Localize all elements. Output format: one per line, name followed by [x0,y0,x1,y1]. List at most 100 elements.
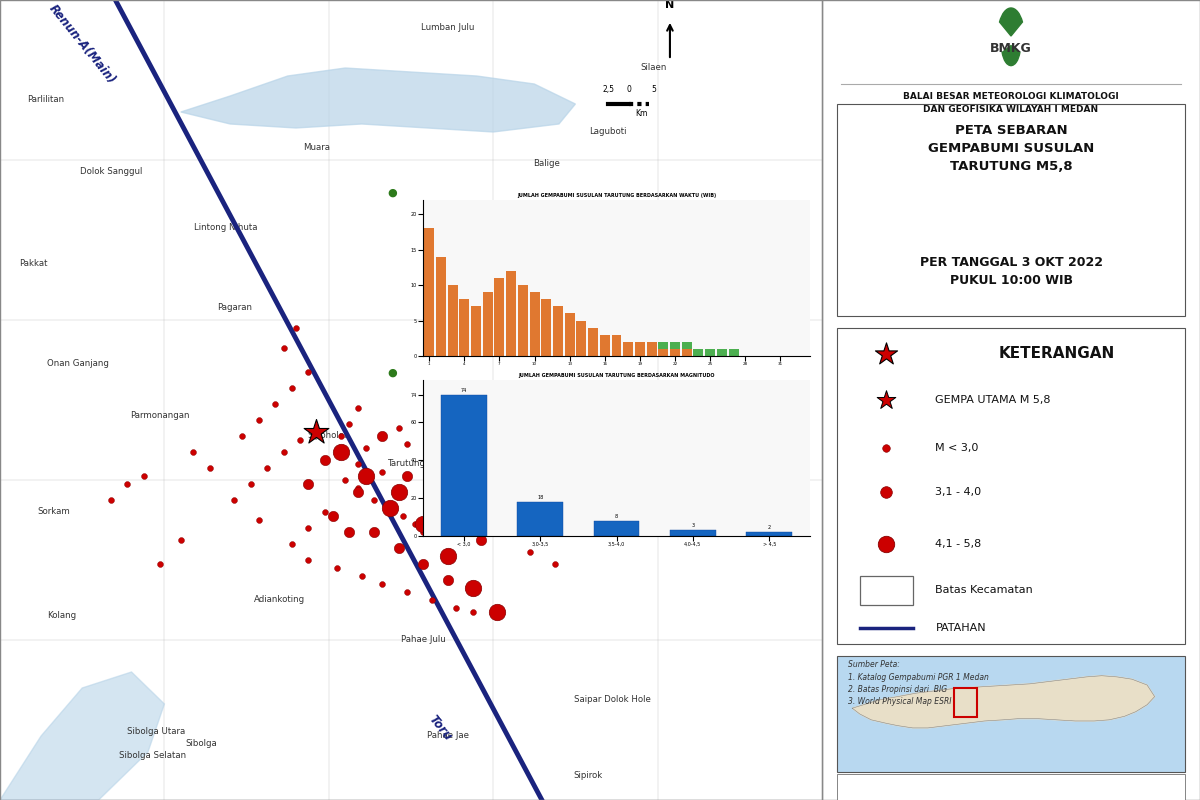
Text: Sibolga Selatan: Sibolga Selatan [119,751,186,761]
Text: Lintong Nihuta: Lintong Nihuta [194,223,258,233]
Text: Pangaribuan: Pangaribuan [565,483,619,493]
Text: Adiankoting: Adiankoting [254,595,305,605]
Text: Muara: Muara [302,143,330,153]
Bar [436,257,446,356]
Bar [682,342,691,349]
Title: JUMLAH GEMPABUMI SUSULAN TARUTUNG BERDASARKAN WAKTU (WIB): JUMLAH GEMPABUMI SUSULAN TARUTUNG BERDAS… [517,194,716,198]
Bar [682,349,691,356]
Bar [659,342,668,349]
Bar [659,349,668,356]
Point [389,486,408,498]
Point [352,570,371,582]
Point [340,418,359,430]
Point [512,510,532,522]
Point [446,602,466,614]
Text: N: N [665,0,674,10]
Point [233,430,252,442]
Text: Sibolga Utara: Sibolga Utara [127,727,185,737]
Point [356,442,376,454]
Point [414,526,433,538]
Polygon shape [0,672,164,800]
Bar [482,292,493,356]
Bar [647,342,656,356]
Text: Sipirok: Sipirok [574,771,602,781]
Text: Balige: Balige [533,159,560,169]
Point [472,534,491,546]
Point [331,446,350,458]
Bar [565,314,575,356]
Bar [576,321,587,356]
Point [265,398,284,410]
Text: ●: ● [388,367,397,378]
Point [446,454,466,466]
Point [287,322,306,334]
Text: Sibolga: Sibolga [186,739,217,749]
Point [224,494,244,506]
Bar [728,349,738,356]
Point [877,538,896,550]
Wedge shape [1002,46,1020,66]
Point [299,554,318,566]
Text: Renun-A(Main): Renun-A(Main) [47,2,118,87]
Text: Pakkat: Pakkat [19,259,47,269]
Bar [448,285,457,356]
Point [200,462,220,474]
Point [487,606,506,618]
Bar [425,228,434,356]
Text: Pagaran: Pagaran [217,303,252,313]
Bar [746,532,792,536]
Text: PETA SEBARAN
GEMPABUMI SUSULAN
TARUTUNG M5,8: PETA SEBARAN GEMPABUMI SUSULAN TARUTUNG … [928,124,1094,173]
Point [250,414,269,426]
Text: BMKG: BMKG [990,42,1032,55]
Point [328,562,347,574]
Text: 8: 8 [614,514,618,519]
Point [877,442,896,454]
Text: 3: 3 [691,523,695,528]
Point [299,522,318,534]
Point [348,458,367,470]
Point [118,478,137,490]
Point [348,402,367,414]
Point [660,486,679,498]
Text: GEMPA UTAMA M 5,8: GEMPA UTAMA M 5,8 [936,395,1051,405]
Point [373,466,392,478]
Point [578,494,598,506]
Text: Parmonangan: Parmonangan [131,411,190,421]
Bar [612,334,622,356]
Text: ●: ● [388,187,397,198]
Text: 2,5: 2,5 [602,85,614,94]
Point [380,502,400,514]
Point [611,478,630,490]
Text: Batas Kecamatan: Batas Kecamatan [936,586,1033,595]
Title: JUMLAH GEMPABUMI SUSULAN TARUTUNG BERDASARKAN MAGNITUDO: JUMLAH GEMPABUMI SUSULAN TARUTUNG BERDAS… [518,374,715,378]
Point [487,498,506,510]
Polygon shape [852,676,1154,728]
Text: BALAI BESAR METEOROLOGI KLIMATOLOGI
DAN GEOFISIKA WILAYAH I MEDAN: BALAI BESAR METEOROLOGI KLIMATOLOGI DAN … [904,92,1118,114]
Text: Pahae Jae: Pahae Jae [427,731,469,741]
Point [877,394,896,406]
Point [380,502,400,514]
Point [101,494,120,506]
Point [151,558,170,570]
Bar [838,328,1184,644]
Point [356,470,376,482]
Point [389,422,408,434]
Point [340,526,359,538]
Point [406,518,425,530]
Point [172,534,191,546]
Point [282,538,301,550]
Text: KETERANGAN: KETERANGAN [998,346,1115,361]
Bar [506,271,516,356]
Text: PATAHAN: PATAHAN [936,623,986,633]
Point [414,518,433,530]
Bar [472,306,481,356]
Point [348,486,367,498]
Wedge shape [1000,8,1022,36]
Text: Saipar Dolok Hole: Saipar Dolok Hole [574,695,650,705]
Bar [517,502,563,536]
Bar [594,521,640,536]
Point [545,558,564,570]
Point [389,542,408,554]
Point [422,594,442,606]
Bar [838,656,1184,772]
